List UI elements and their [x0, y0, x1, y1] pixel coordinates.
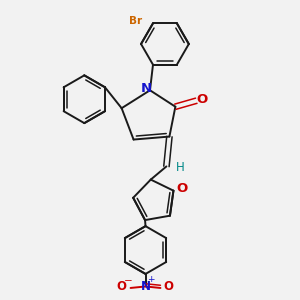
Text: O: O: [116, 280, 126, 293]
Text: O: O: [196, 93, 207, 106]
Text: H: H: [176, 160, 185, 173]
Text: +: +: [147, 275, 154, 284]
Text: −: −: [124, 276, 133, 286]
Text: N: N: [141, 82, 152, 95]
Text: N: N: [141, 280, 151, 293]
Text: O: O: [164, 280, 174, 293]
Text: O: O: [176, 182, 188, 195]
Text: Br: Br: [128, 16, 142, 26]
